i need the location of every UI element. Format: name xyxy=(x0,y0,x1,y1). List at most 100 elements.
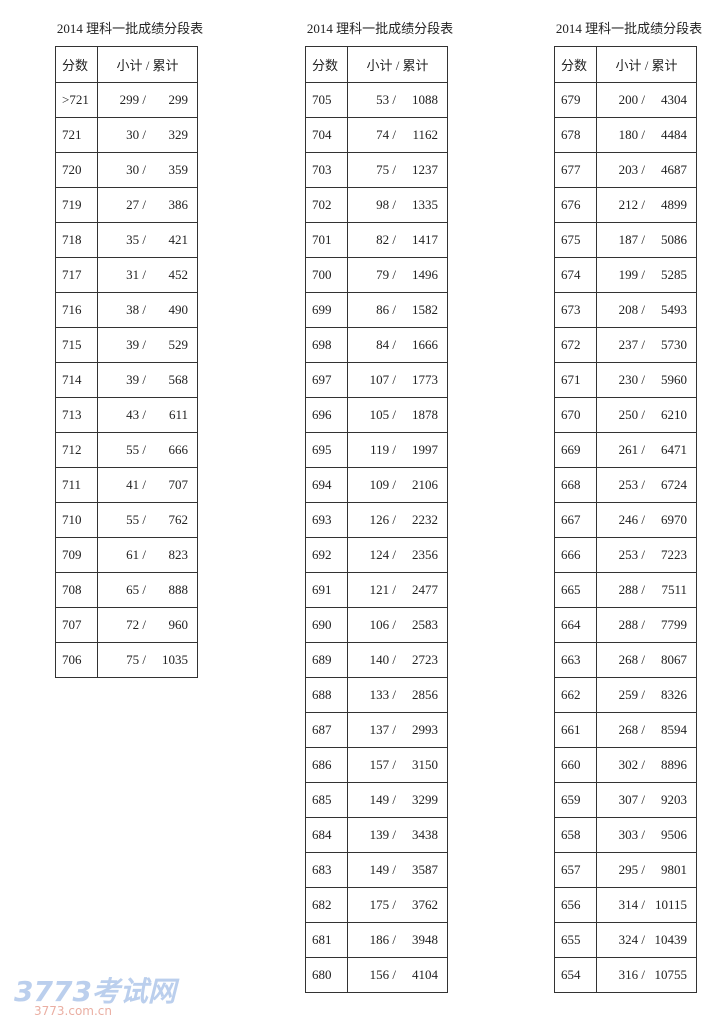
cumulative: 3299 xyxy=(412,792,438,807)
data-row: 694 109 / 2106 xyxy=(305,467,448,503)
score-cell: 690 xyxy=(305,607,348,643)
subtotal: 41 / xyxy=(126,477,146,492)
subtotal: 156 / xyxy=(369,967,396,982)
count-cell: 39 / 529 xyxy=(97,327,198,363)
count-cell: 230 / 5960 xyxy=(596,362,697,398)
count-cell: 109 / 2106 xyxy=(347,467,448,503)
score-cell: 684 xyxy=(305,817,348,853)
count-cell: 288 / 7799 xyxy=(596,607,697,643)
subtotal: 106 / xyxy=(369,617,396,632)
cumulative: 3762 xyxy=(412,897,438,912)
count-cell: 259 / 8326 xyxy=(596,677,697,713)
subtotal: 84 / xyxy=(376,337,396,352)
data-row: 656 314 / 10115 xyxy=(554,887,697,923)
subtotal: 72 / xyxy=(126,617,146,632)
data-row: 679 200 / 4304 xyxy=(554,82,697,118)
subtotal: 186 / xyxy=(369,932,396,947)
cumulative: 960 xyxy=(168,617,189,632)
cumulative: 2232 xyxy=(412,512,438,527)
data-row: 719 27 / 386 xyxy=(55,187,198,223)
cumulative: 9506 xyxy=(661,827,687,842)
count-cell: 75 / 1237 xyxy=(347,152,448,188)
subtotal: 324 / xyxy=(618,932,645,947)
subtotal: 30 / xyxy=(126,162,146,177)
data-row: 673 208 / 5493 xyxy=(554,292,697,328)
subtotal: 121 / xyxy=(369,582,396,597)
cumulative: 8326 xyxy=(661,687,687,702)
score-cell: 657 xyxy=(554,852,597,888)
data-row: 705 53 / 1088 xyxy=(305,82,448,118)
count-cell: 55 / 762 xyxy=(97,502,198,538)
score-cell: 669 xyxy=(554,432,597,468)
subtotal: 253 / xyxy=(618,547,645,562)
score-cell: 661 xyxy=(554,712,597,748)
cumulative: 386 xyxy=(168,197,189,212)
score-table: 分数 小计 / 累计 >721 299 / 299 721 30 / 329 720 30 / 35… xyxy=(55,46,198,678)
data-row: 665 288 / 7511 xyxy=(554,572,697,608)
subtotal: 55 / xyxy=(126,442,146,457)
data-row: 720 30 / 359 xyxy=(55,152,198,188)
subtotal: 140 / xyxy=(369,652,396,667)
count-cell: 53 / 1088 xyxy=(347,82,448,118)
data-row: 669 261 / 6471 xyxy=(554,432,697,468)
subtotal: 61 / xyxy=(126,547,146,562)
score-cell: 714 xyxy=(55,362,98,398)
cumulative: 9801 xyxy=(661,862,687,877)
data-row: 689 140 / 2723 xyxy=(305,642,448,678)
table-title: 2014 理科一批成绩分段表 xyxy=(555,21,703,36)
count-cell: 203 / 4687 xyxy=(596,152,697,188)
score-cell: 713 xyxy=(55,397,98,433)
cumulative: 1088 xyxy=(412,92,438,107)
cumulative: 490 xyxy=(168,302,189,317)
count-cell: 35 / 421 xyxy=(97,222,198,258)
cumulative: 4484 xyxy=(661,127,687,142)
cumulative: 529 xyxy=(168,337,189,352)
score-cell: 678 xyxy=(554,117,597,153)
count-cell: 74 / 1162 xyxy=(347,117,448,153)
cumulative: 707 xyxy=(168,477,189,492)
score-cell: 697 xyxy=(305,362,348,398)
data-row: >721 299 / 299 xyxy=(55,82,198,118)
cumulative: 1666 xyxy=(412,337,438,352)
data-row: 670 250 / 6210 xyxy=(554,397,697,433)
subtotal: 299 / xyxy=(119,92,146,107)
cumulative: 3438 xyxy=(412,827,438,842)
score-cell: 674 xyxy=(554,257,597,293)
cumulative: 5493 xyxy=(661,302,687,317)
count-cell: 84 / 1666 xyxy=(347,327,448,363)
subtotal: 302 / xyxy=(618,757,645,772)
score-cell: 673 xyxy=(554,292,597,328)
data-row: 686 157 / 3150 xyxy=(305,747,448,783)
score-cell: 668 xyxy=(554,467,597,503)
cumulative: 8896 xyxy=(661,757,687,772)
subtotal: 250 / xyxy=(618,407,645,422)
score-cell: 659 xyxy=(554,782,597,818)
header-cell: 小计 / 累计 xyxy=(97,46,198,83)
data-row: 697 107 / 1773 xyxy=(305,362,448,398)
data-row: 691 121 / 2477 xyxy=(305,572,448,608)
data-row: 674 199 / 5285 xyxy=(554,257,697,293)
subtotal: 230 / xyxy=(618,372,645,387)
score-cell: 672 xyxy=(554,327,597,363)
count-cell: 253 / 6724 xyxy=(596,467,697,503)
cumulative: 2477 xyxy=(412,582,438,597)
cumulative: 1773 xyxy=(412,372,438,387)
subtotal: 307 / xyxy=(618,792,645,807)
data-row: 703 75 / 1237 xyxy=(305,152,448,188)
count-cell: 79 / 1496 xyxy=(347,257,448,293)
count-cell: 307 / 9203 xyxy=(596,782,697,818)
cumulative: 1335 xyxy=(412,197,438,212)
score-cell: 687 xyxy=(305,712,348,748)
data-row: 666 253 / 7223 xyxy=(554,537,697,573)
score-table: 分数 小计 / 累计 679 200 /4304 678 180 /4484 677 203 … xyxy=(554,46,697,993)
cumulative: 6210 xyxy=(661,407,687,422)
score-cell: 682 xyxy=(305,887,348,923)
data-row: 708 65 / 888 xyxy=(55,572,198,608)
score-cell: 710 xyxy=(55,502,98,538)
count-cell: 324 / 10439 xyxy=(596,922,697,958)
subtotal: 199 / xyxy=(618,267,645,282)
count-cell: 208 / 5493 xyxy=(596,292,697,328)
data-row: 682 175 / 3762 xyxy=(305,887,448,923)
count-cell: 316 / 10755 xyxy=(596,957,697,993)
header-cell: 小计 / 累计 xyxy=(596,46,697,83)
